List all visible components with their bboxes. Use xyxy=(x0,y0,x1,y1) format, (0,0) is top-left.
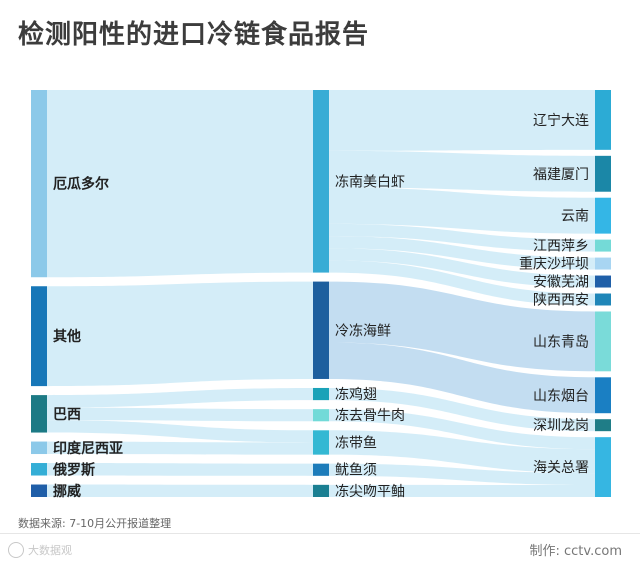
sankey-link-beef-customs xyxy=(329,409,595,450)
sankey-node-label-yantai: 山东烟台 xyxy=(533,388,589,404)
sankey-link-pomfret-customs xyxy=(329,484,595,497)
sankey-node-squid xyxy=(313,463,329,476)
watermark: 大数据观 xyxy=(8,542,72,558)
sankey-node-label-yunnan: 云南 xyxy=(561,209,589,225)
sankey-link-brazil-beef xyxy=(47,407,313,422)
data-source-note: 数据来源: 7-10月公开报道整理 xyxy=(18,517,172,530)
sankey-node-label-hairtail: 冻带鱼 xyxy=(335,434,377,451)
sankey-node-label-ecuador: 厄瓜多尔 xyxy=(53,176,109,193)
sankey-node-label-liaoning: 辽宁大连 xyxy=(533,112,589,129)
sankey-link-shrimp-chongqing xyxy=(329,236,595,270)
sankey-link-other-seafood xyxy=(47,281,313,387)
sankey-node-label-squid: 鱿鱼须 xyxy=(335,462,377,479)
sankey-node-fujian xyxy=(595,155,611,192)
credit-note: 制作: cctv.com xyxy=(529,544,623,559)
sankey-node-yunnan xyxy=(595,197,611,234)
sankey-node-chongqing xyxy=(595,257,611,270)
sankey-link-chicken-shenzhen xyxy=(329,387,595,432)
sankey-link-squid-customs xyxy=(329,463,595,486)
sankey-node-liaoning xyxy=(595,90,611,150)
sankey-link-shrimp-anhui xyxy=(329,248,595,288)
sankey-node-beef xyxy=(313,409,329,422)
sankey-node-label-chongqing: 重庆沙坪坝 xyxy=(519,257,589,273)
sankey-node-label-norway: 挪威 xyxy=(53,483,81,500)
sankey-node-russia xyxy=(31,463,47,476)
sankey-link-brazil-chicken xyxy=(47,387,313,408)
sankey-link-indonesia-hairtail xyxy=(47,441,313,455)
sankey-link-russia-squid xyxy=(47,463,313,476)
sankey-node-anhui xyxy=(595,275,611,288)
sankey-node-label-indonesia: 印度尼西亚 xyxy=(53,440,123,457)
sankey-link-shrimp-jiangxi xyxy=(329,223,595,252)
sankey-node-label-qingdao: 山东青岛 xyxy=(533,334,589,350)
sankey-node-seafood xyxy=(313,281,329,379)
sankey-link-ecuador-shrimp xyxy=(47,90,313,278)
sankey-node-label-seafood: 冷冻海鲜 xyxy=(335,322,391,339)
chart-title: 检测阳性的进口冷链食品报告 xyxy=(18,20,370,50)
sankey-node-label-fujian: 福建厦门 xyxy=(533,167,589,183)
sankey-link-seafood-yantai xyxy=(329,342,595,414)
sankey-node-shrimp xyxy=(313,90,329,273)
sankey-link-hairtail-customs xyxy=(329,430,595,474)
sankey-link-shrimp-shaanxi xyxy=(329,260,595,306)
sankey-node-brazil xyxy=(31,395,47,433)
sankey-node-customs xyxy=(595,437,611,497)
sankey-node-label-other: 其他 xyxy=(53,328,81,345)
sankey-link-shrimp-fujian xyxy=(329,150,595,192)
sankey-node-label-russia: 俄罗斯 xyxy=(52,461,95,478)
sankey-node-jiangxi xyxy=(595,239,611,252)
sankey-node-label-shenzhen: 深圳龙岗 xyxy=(533,418,589,434)
footer-divider xyxy=(0,533,640,534)
sankey-node-ecuador xyxy=(31,90,47,278)
sankey-node-label-shrimp: 冻南美白虾 xyxy=(335,173,405,190)
sankey-node-pomfret xyxy=(313,484,329,497)
sankey-link-shrimp-yunnan xyxy=(329,187,595,234)
watermark-logo-icon xyxy=(8,542,24,558)
sankey-link-norway-pomfret xyxy=(47,484,313,497)
sankey-link-shrimp-liaoning xyxy=(329,90,595,151)
sankey-node-label-chicken: 冻鸡翅 xyxy=(335,386,377,403)
sankey-node-hairtail xyxy=(313,430,329,455)
sankey-node-label-shaanxi: 陕西西安 xyxy=(533,293,589,309)
sankey-link-seafood-qingdao xyxy=(329,281,595,372)
sankey-node-label-customs: 海关总署 xyxy=(533,460,589,476)
sankey-node-shaanxi xyxy=(595,293,611,306)
sankey-node-indonesia xyxy=(31,441,47,455)
sankey-node-label-anhui: 安徽芜湖 xyxy=(533,274,589,291)
sankey-node-label-beef: 冻去骨牛肉 xyxy=(335,407,405,424)
sankey-node-chicken xyxy=(313,387,329,401)
sankey-node-label-jiangxi: 江西萍乡 xyxy=(533,239,589,255)
sankey-node-norway xyxy=(31,484,47,497)
watermark-label: 大数据观 xyxy=(28,544,72,557)
sankey-node-label-pomfret: 冻尖吻平鲉 xyxy=(335,483,405,500)
sankey-node-label-brazil: 巴西 xyxy=(53,407,81,423)
sankey-link-brazil-hairtail xyxy=(47,420,313,443)
sankey-node-yantai xyxy=(595,377,611,414)
sankey-node-shenzhen xyxy=(595,419,611,432)
links-layer xyxy=(47,90,595,497)
sankey-node-other xyxy=(31,286,47,387)
sankey-node-qingdao xyxy=(595,311,611,372)
